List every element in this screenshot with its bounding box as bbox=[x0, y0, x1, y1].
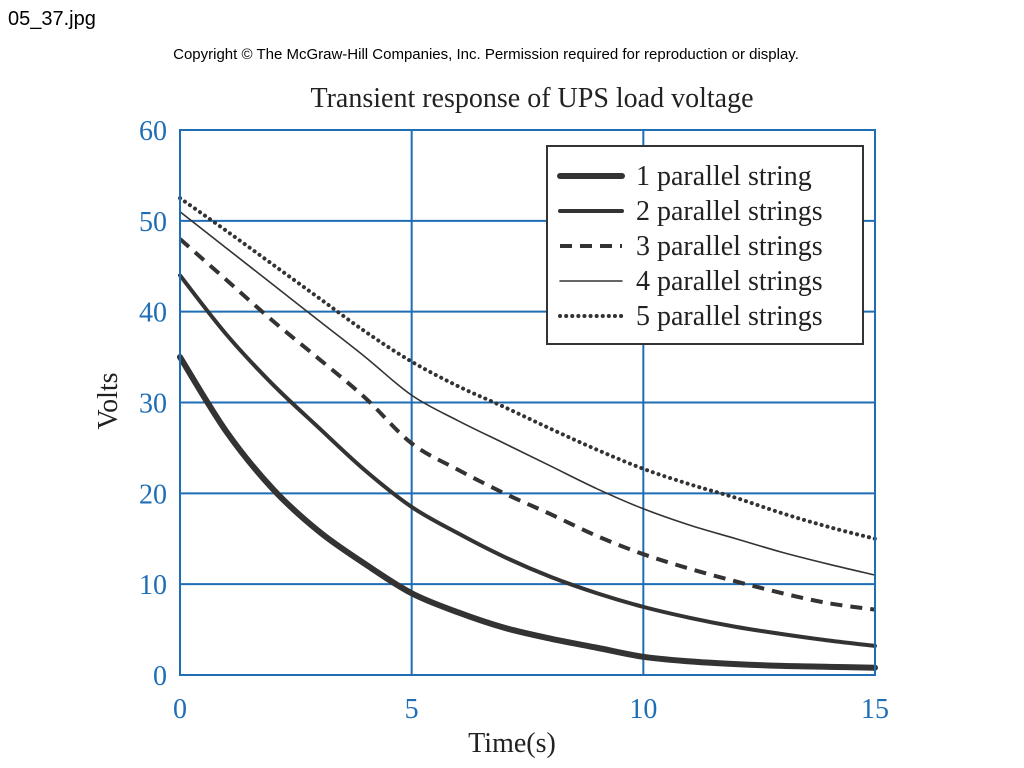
y-tick-label: 0 bbox=[153, 661, 167, 692]
plot-frame bbox=[179, 129, 876, 676]
legend-label: 2 parallel strings bbox=[636, 196, 823, 227]
legend-label: 4 parallel strings bbox=[636, 266, 823, 297]
x-tick-label: 5 bbox=[405, 694, 419, 725]
y-tick-label: 50 bbox=[139, 207, 167, 238]
y-tick-label: 20 bbox=[139, 479, 167, 510]
x-tick-label: 15 bbox=[861, 694, 889, 725]
legend: 1 parallel string 2 parallel strings 3 par… bbox=[546, 145, 864, 345]
y-axis-label: Volts bbox=[93, 372, 124, 429]
series-lines bbox=[177, 196, 878, 671]
y-tick-label: 40 bbox=[139, 298, 167, 329]
series-line-5 bbox=[178, 196, 877, 541]
y-tick-label: 60 bbox=[139, 116, 167, 147]
x-tick-label: 0 bbox=[173, 694, 187, 725]
file-name: 05_37.jpg bbox=[8, 8, 96, 30]
y-tick-label: 30 bbox=[139, 389, 167, 420]
series-line-4 bbox=[179, 210, 876, 576]
legend-label: 1 parallel string bbox=[636, 161, 812, 192]
legend-label: 5 parallel strings bbox=[636, 301, 823, 332]
series-line-2 bbox=[178, 273, 877, 648]
series-line-1 bbox=[177, 354, 878, 671]
chart-title: Transient response of UPS load voltage bbox=[310, 83, 753, 114]
legend-label: 3 parallel strings bbox=[636, 231, 823, 262]
copyright-notice: Copyright © The McGraw-Hill Companies, I… bbox=[173, 46, 799, 63]
y-tick-label: 10 bbox=[139, 570, 167, 601]
x-tick-label: 10 bbox=[629, 694, 657, 725]
axis-tick-labels: 0 5 10 15 0 10 20 30 40 50 60 bbox=[139, 116, 889, 725]
series-line-3 bbox=[178, 237, 876, 612]
x-axis-label: Time(s) bbox=[468, 728, 556, 759]
